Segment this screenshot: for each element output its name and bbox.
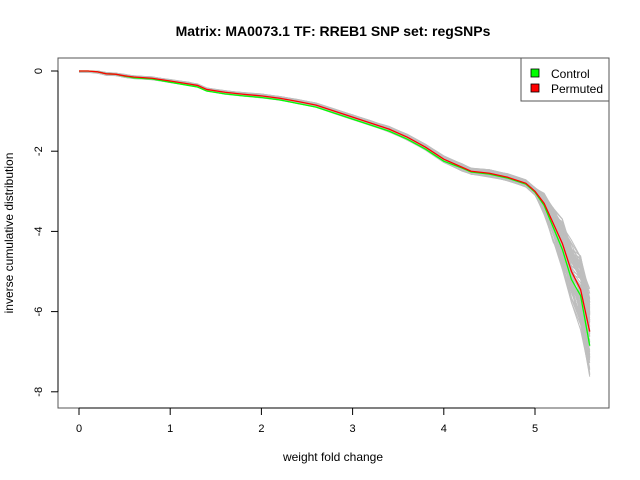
permutation-trace [79,70,591,306]
permutation-trace [79,70,591,313]
permutation-trace [79,70,591,319]
permutation-trace [79,70,591,309]
series-line-permuted [79,70,591,332]
y-tick-label: 0 [33,68,45,74]
permutation-trace [79,70,591,306]
permutation-trace [78,71,591,369]
permutation-trace [79,70,591,300]
permutation-trace [78,71,591,364]
permutation-trace [78,71,591,359]
legend-swatch-control [530,68,540,78]
permutation-trace [78,71,591,374]
permutation-trace [79,70,591,313]
y-tick-label: -8 [33,387,45,397]
permutation-trace [78,71,591,377]
permutation-trace [78,71,591,358]
permutation-trace [79,70,591,304]
permutation-trace [78,71,591,370]
permutation-trace [78,71,591,376]
x-tick-label: 1 [167,423,173,435]
y-tick-label: -6 [33,307,45,317]
y-tick-label: -4 [33,227,45,237]
y-axis: 0 -2 -4 -6 -8 [33,68,59,397]
permutation-trace [78,71,591,358]
permutation-trace [79,70,591,306]
permutation-trace [79,70,591,321]
chart-title: Matrix: MA0073.1 TF: RREB1 SNP set: regS… [176,23,491,39]
permutation-trace [79,70,591,315]
x-axis-label: weight fold change [282,450,383,464]
permutation-trace [79,70,591,316]
permutation-trace [78,71,591,375]
permutation-trace [79,70,591,302]
series-lines [79,70,591,346]
x-tick-label: 0 [76,423,82,435]
permutation-trace [79,70,591,303]
permutation-trace [79,70,591,311]
permutation-traces [78,70,591,377]
x-axis: 0 1 2 3 4 5 [76,407,538,435]
permutation-trace [79,70,591,308]
x-tick-label: 3 [350,423,356,435]
permutation-trace [79,70,591,321]
permutation-trace [79,70,591,308]
y-tick-label: -2 [33,146,45,156]
legend-label-control: Control [551,67,590,81]
permutation-trace [79,70,591,312]
permutation-trace [79,70,591,315]
y-axis-label: inverse cumulative distribution [2,153,16,314]
legend-box [520,57,610,102]
permutation-trace [78,71,591,357]
legend-label-permuted: Permuted [551,82,603,96]
permutation-trace [79,70,591,311]
permutation-trace [79,70,591,315]
permutation-trace [78,71,591,358]
permutation-trace [79,70,591,313]
permutation-trace [79,70,591,313]
legend-swatch-permuted [530,83,540,93]
x-tick-label: 4 [441,423,447,435]
permutation-trace [79,70,591,316]
permutation-trace [79,70,591,302]
permutation-trace [78,71,591,361]
permutation-trace [78,71,591,374]
x-tick-label: 5 [532,423,538,435]
permutation-trace [79,70,591,303]
permutation-trace [79,70,591,313]
permutation-trace [79,70,591,299]
permutation-trace [79,70,591,315]
x-tick-label: 2 [258,423,264,435]
permutation-trace [79,70,591,300]
legend: Control Permuted [520,57,610,102]
